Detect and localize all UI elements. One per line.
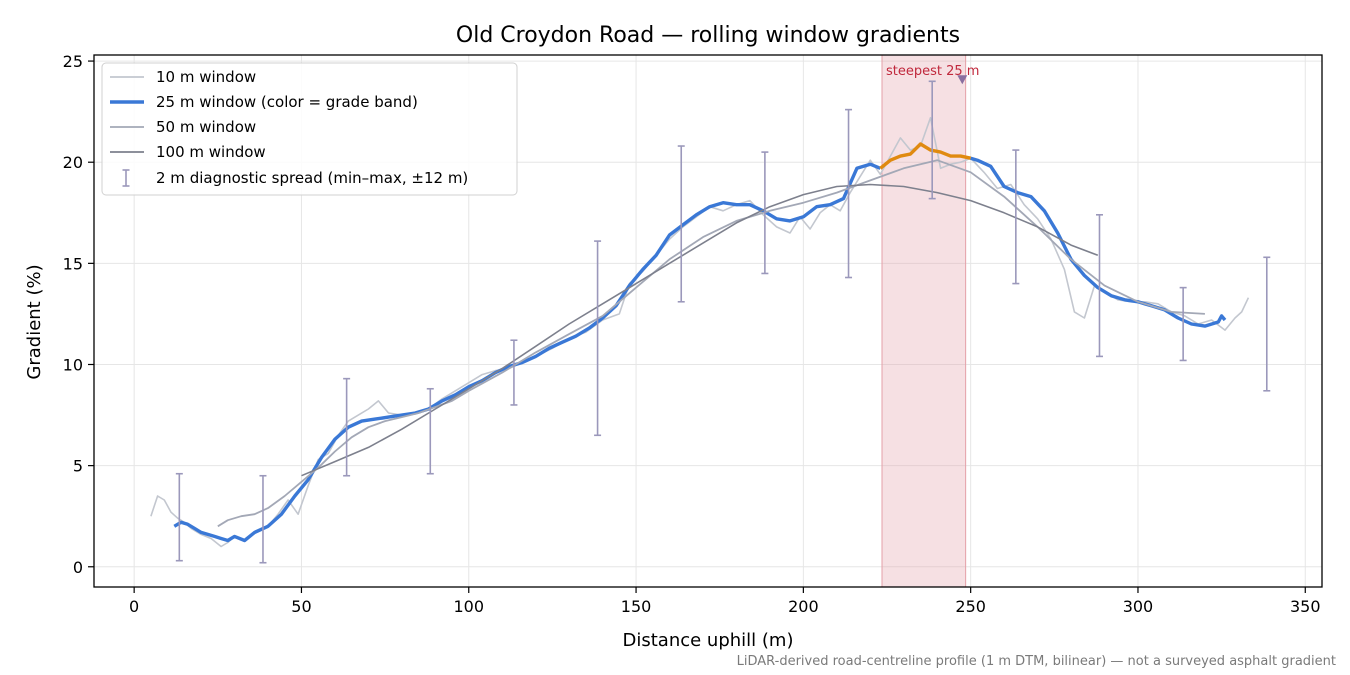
plot-area: steepest 25 m 0 50 100 150 200 250 300 350 0 5 10 15… xyxy=(63,52,1323,616)
legend-box xyxy=(101,62,518,196)
steepest-annotation: steepest 25 m xyxy=(886,64,979,79)
y-tick-label: 25 xyxy=(63,52,83,71)
chart-title: Old Croydon Road — rolling window gradie… xyxy=(456,23,960,48)
series-line-25m-window-steep xyxy=(879,142,972,170)
x-tick-label: 200 xyxy=(788,597,819,616)
y-tick-label: 20 xyxy=(63,153,83,172)
steepest-marker xyxy=(957,75,968,85)
legend-label: 50 m window xyxy=(156,118,256,136)
series-line-50m-window xyxy=(217,159,1205,528)
x-tick-label: 0 xyxy=(129,597,139,616)
y-tick-label: 15 xyxy=(63,254,83,273)
y-axis-title: Gradient (%) xyxy=(24,264,45,379)
legend-label: 100 m window xyxy=(156,143,266,161)
x-tick-label: 150 xyxy=(621,597,652,616)
x-axis-title: Distance uphill (m) xyxy=(623,630,794,651)
series-line-25m-window-upper xyxy=(970,156,1227,328)
legend-label: 2 m diagnostic spread (min–max, ±12 m) xyxy=(156,169,468,187)
x-tick-label: 350 xyxy=(1290,597,1321,616)
x-tick-label: 250 xyxy=(955,597,986,616)
legend: 10 m window 25 m window (color = grade ba… xyxy=(101,62,518,196)
diagnostic-spread-errorbars xyxy=(175,80,1271,564)
series-line-100m-window xyxy=(301,183,1099,477)
x-tick-label: 50 xyxy=(291,597,311,616)
steepest-segment-band xyxy=(881,54,967,588)
axis-ticks: 0 50 100 150 200 250 300 350 0 5 10 15 20 25 xyxy=(63,52,1321,616)
legend-label: 25 m window (color = grade band) xyxy=(156,93,418,111)
y-tick-label: 10 xyxy=(63,355,83,374)
series-lines xyxy=(150,116,1250,548)
x-tick-label: 100 xyxy=(453,597,484,616)
footnote: LiDAR-derived road-centreline profile (1… xyxy=(737,654,1336,669)
axes-frame xyxy=(93,54,1323,588)
legend-label: 10 m window xyxy=(156,68,256,86)
y-tick-label: 0 xyxy=(73,558,83,577)
y-tick-label: 5 xyxy=(73,457,83,476)
x-tick-label: 300 xyxy=(1123,597,1154,616)
